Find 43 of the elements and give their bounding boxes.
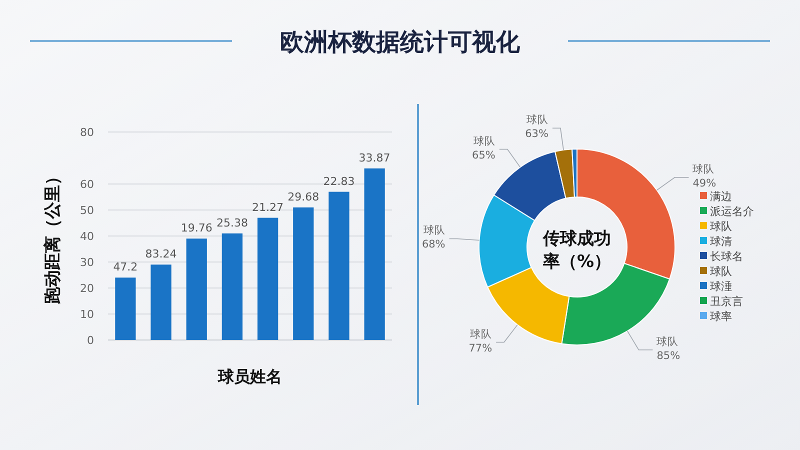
annotation: 33.87	[358, 151, 390, 164]
data-label: 球队 68%	[422, 224, 446, 251]
annotation: 47.2	[113, 260, 138, 274]
bar	[115, 278, 136, 340]
y-axis-title: 跑动距离（公里）	[43, 168, 63, 305]
annotation: 83.24	[145, 248, 177, 261]
y-tick-label: 30	[80, 256, 94, 269]
bar	[222, 233, 243, 340]
chart-title: 欧洲杯数据统计可视化	[280, 28, 521, 56]
annotation: 29.68	[288, 190, 320, 204]
data-label: 球队 63%	[525, 113, 548, 140]
annotation: 25.38	[216, 216, 248, 230]
x-axis-title: 球员姓名	[217, 367, 282, 386]
bar	[257, 218, 278, 340]
legend-label: 球涶	[710, 280, 732, 293]
legend-label: 球清	[710, 235, 732, 248]
legend-label: 球队	[710, 220, 732, 233]
legend-label: 丑京言	[710, 295, 743, 308]
legend-label: 满边	[710, 190, 732, 203]
legend-label: 球率	[710, 310, 732, 323]
y-tick-label: 40	[80, 230, 94, 243]
bar	[364, 168, 385, 340]
data-label: 球队 65%	[472, 134, 496, 162]
bar	[293, 207, 314, 340]
y-tick-label: 50	[80, 204, 94, 217]
bar	[150, 264, 172, 340]
y-tick-label: 10	[80, 308, 94, 321]
legend-label: 派运名介	[710, 205, 754, 218]
y-tick-label: 80	[80, 126, 94, 139]
data-label: 球队 85%	[656, 334, 680, 362]
annotation: 21.27	[252, 200, 284, 214]
y-tick-label: 20	[80, 282, 94, 295]
y-tick-label: 0	[87, 334, 94, 347]
data-label: 球队 77%	[468, 327, 492, 354]
annotation: 19.76	[180, 222, 212, 235]
y-tick-label: 60	[80, 178, 94, 191]
legend-label: 球队	[710, 265, 732, 278]
bar	[186, 238, 207, 340]
text: 传球成功率（%）	[542, 229, 612, 272]
legend-label: 长球名	[710, 250, 743, 263]
annotation: 22.83	[323, 174, 355, 188]
bar	[328, 192, 350, 340]
data-label: 球队 49%	[692, 162, 716, 190]
